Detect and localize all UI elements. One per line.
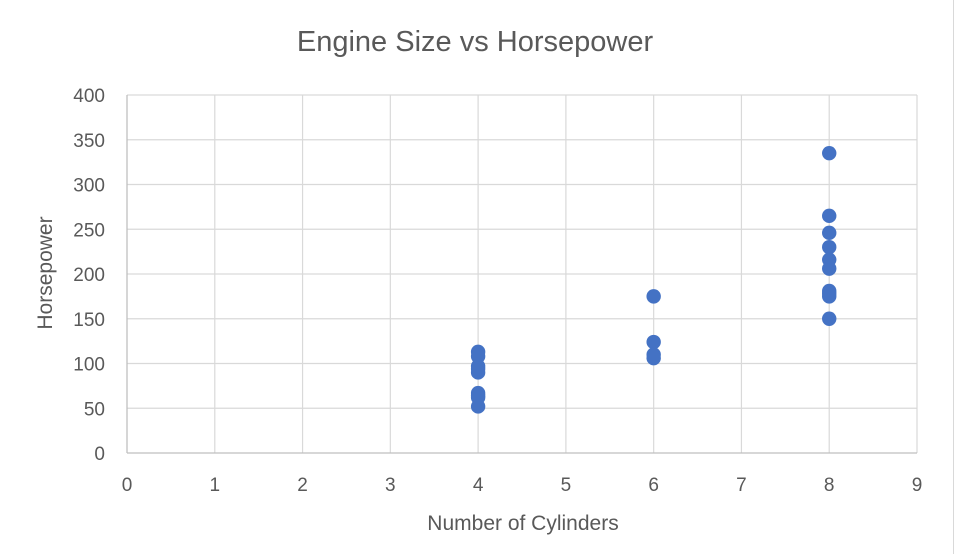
- y-tick-label: 100: [73, 355, 105, 376]
- x-tick-label: 5: [561, 475, 572, 496]
- x-tick-label: 4: [473, 475, 484, 496]
- y-axis-title: Horsepower: [34, 216, 57, 329]
- x-tick-label: 9: [912, 475, 923, 496]
- y-tick-label: 0: [94, 444, 105, 465]
- gridlines: [127, 94, 918, 453]
- data-point: [470, 349, 486, 364]
- y-tick-label: 350: [73, 131, 105, 152]
- data-point: [646, 334, 661, 350]
- data-point: [822, 225, 837, 241]
- data-point: [822, 311, 837, 326]
- x-tick-label: 8: [824, 475, 835, 496]
- x-tick-label: 0: [122, 475, 133, 496]
- y-tick-label: 150: [73, 310, 105, 331]
- data-point: [646, 289, 661, 304]
- data-point: [822, 239, 837, 255]
- y-tick-label: 250: [73, 220, 105, 241]
- x-tick-label: 7: [736, 475, 747, 496]
- x-tick-label: 1: [209, 475, 220, 496]
- data-point: [822, 261, 837, 276]
- y-tick-label: 400: [73, 86, 105, 107]
- y-tick-label: 300: [73, 176, 105, 197]
- data-point: [822, 289, 837, 304]
- y-tick-labels: 0 50 100 150 200 250 300 350 400: [73, 86, 105, 465]
- data-point: [822, 208, 837, 224]
- x-tick-label: 2: [297, 475, 308, 496]
- data-point: [470, 365, 486, 380]
- data-points: [470, 145, 837, 414]
- x-tick-label: 3: [385, 475, 396, 496]
- y-tick-label: 200: [73, 265, 105, 286]
- data-point: [822, 145, 837, 161]
- sheet-edge-divider: [953, 0, 954, 554]
- x-axis-title: Number of Cylinders: [427, 512, 618, 535]
- chart-title: Engine Size vs Horsepower: [297, 26, 654, 58]
- y-tick-label: 50: [84, 399, 105, 420]
- data-point: [470, 399, 486, 414]
- data-point: [646, 350, 661, 366]
- axes: [126, 95, 917, 454]
- x-tick-labels: 0 1 2 3 4 5 6 7 8 9: [122, 475, 923, 496]
- x-tick-label: 6: [648, 475, 659, 496]
